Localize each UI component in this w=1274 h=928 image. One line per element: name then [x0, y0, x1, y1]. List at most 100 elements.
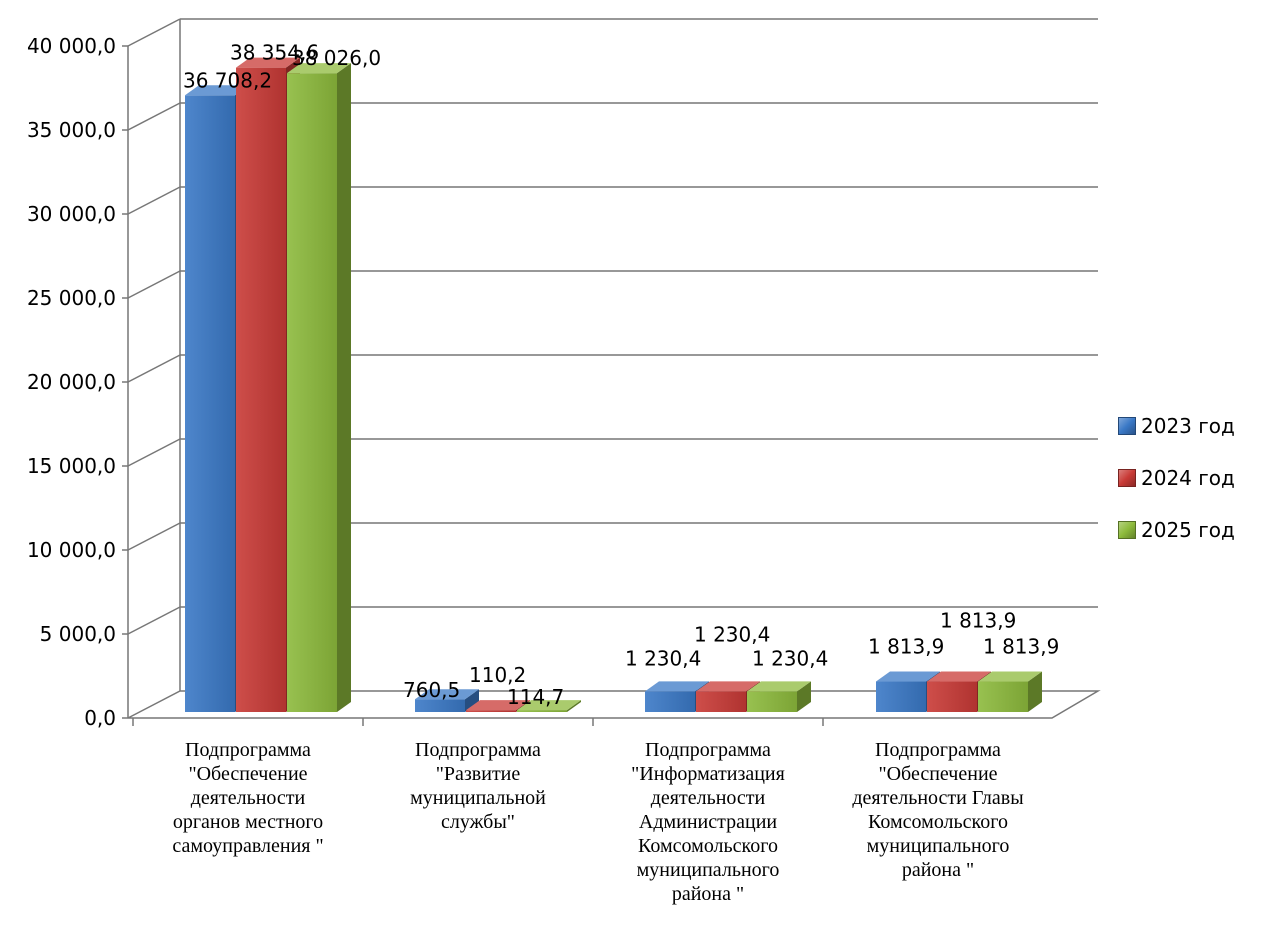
y-tick-label: 40 000,0 — [27, 34, 116, 58]
gridline-diagonal — [127, 438, 181, 467]
category-label: муниципальной — [410, 787, 546, 809]
y-tick-label: 20 000,0 — [27, 370, 116, 394]
bar-front — [517, 710, 567, 712]
category-label: Комсомольского — [638, 835, 778, 857]
bar-top — [696, 681, 760, 692]
category-label: "Обеспечение — [188, 763, 307, 785]
bar-front — [236, 67, 286, 713]
category-label: района " — [902, 859, 974, 881]
category-label: деятельности — [651, 787, 766, 809]
category-label: Подпрограмма — [415, 739, 541, 761]
bar-side — [567, 700, 581, 712]
bars — [185, 57, 1042, 713]
x-axis-categories: Подпрограмма"Обеспечениедеятельностиорга… — [172, 739, 1023, 905]
gridline-diagonal — [127, 18, 181, 47]
data-label: 110,2 — [469, 663, 526, 687]
floor — [127, 690, 1101, 719]
bar-front — [747, 691, 797, 712]
legend-item-2023: 2023 год — [1118, 400, 1235, 452]
data-label: 1 230,4 — [694, 622, 770, 646]
bar-top — [978, 671, 1042, 682]
legend-swatch-2024 — [1118, 469, 1136, 487]
bar-2025-1 — [287, 63, 351, 712]
legend-item-2025: 2025 год — [1118, 504, 1235, 556]
category-label: Администрации — [639, 811, 778, 833]
data-label: 1 813,9 — [868, 635, 944, 659]
category-label: органов местного — [173, 811, 323, 833]
legend-label-2023: 2023 год — [1141, 414, 1235, 438]
y-tick-label: 10 000,0 — [27, 538, 116, 562]
bar-top — [185, 85, 249, 96]
y-tick-label: 0,0 — [84, 706, 116, 730]
bar-front — [696, 691, 746, 712]
bar-top — [645, 681, 709, 692]
data-label: 1 230,4 — [752, 646, 828, 670]
bar-side — [797, 681, 811, 712]
y-axis-ticks: 0,0 5 000,0 10 000,0 15 000,0 20 000,0 25 000… — [27, 34, 116, 730]
category-label: муниципального — [637, 859, 780, 881]
bar-top — [415, 689, 479, 700]
bar-side — [465, 689, 479, 712]
data-label: 1 230,4 — [625, 646, 701, 670]
data-label: 38 026,0 — [292, 46, 381, 70]
axes — [122, 19, 824, 726]
category-label: муниципального — [867, 835, 1010, 857]
bar-front — [287, 73, 337, 712]
gridline-diagonal — [127, 186, 181, 215]
bar-top — [747, 681, 811, 692]
bar-2025-3 — [747, 681, 811, 712]
bar-front — [876, 681, 926, 712]
bar-front — [185, 95, 235, 712]
legend-label-2024: 2024 год — [1141, 466, 1235, 490]
data-label: 760,5 — [403, 678, 460, 702]
bar-front — [415, 699, 465, 712]
bar-top — [466, 700, 530, 711]
y-tick-label: 35 000,0 — [27, 118, 116, 142]
bar-side — [337, 63, 351, 712]
gridline-diagonal — [127, 102, 181, 131]
y-tick-label: 25 000,0 — [27, 286, 116, 310]
legend-swatch-2023 — [1118, 417, 1136, 435]
bar-front — [645, 691, 695, 712]
category-label: самоуправления " — [172, 835, 323, 857]
data-label: 38 354,6 — [230, 41, 319, 65]
bar-front — [927, 681, 977, 712]
bar-front — [466, 710, 516, 712]
category-label: Комсомольского — [868, 811, 1008, 833]
category-label: деятельности Главы — [852, 787, 1023, 809]
y-tick-label: 15 000,0 — [27, 454, 116, 478]
bar-top — [287, 63, 351, 74]
data-label: 1 813,9 — [940, 609, 1016, 633]
gridline-diagonal — [127, 354, 181, 383]
legend-swatch-2025 — [1118, 521, 1136, 539]
bar-side — [1028, 671, 1042, 712]
category-label: "Обеспечение — [878, 763, 997, 785]
data-label: 36 708,2 — [183, 68, 272, 92]
bar-top — [517, 700, 581, 711]
bar-2023-2 — [415, 689, 479, 712]
y-tick-label: 5 000,0 — [40, 622, 116, 646]
bar-2025-2 — [517, 700, 581, 712]
bar-front — [978, 681, 1028, 712]
category-label: Подпрограмма — [875, 739, 1001, 761]
data-label: 114,7 — [507, 685, 564, 709]
bar-top — [236, 57, 300, 68]
category-label: района " — [672, 883, 744, 905]
category-label: Подпрограмма — [645, 739, 771, 761]
legend-label-2025: 2025 год — [1141, 518, 1235, 542]
category-label: "Информатизация — [631, 763, 785, 785]
legend: 2023 год 2024 год 2025 год — [1118, 400, 1235, 556]
gridline-diagonal — [127, 606, 181, 635]
bar-top — [876, 671, 940, 682]
legend-item-2024: 2024 год — [1118, 452, 1235, 504]
category-label: деятельности — [191, 787, 306, 809]
gridline-diagonal — [127, 522, 181, 551]
y-tick-label: 30 000,0 — [27, 202, 116, 226]
gridline-diagonal — [127, 270, 181, 299]
category-label: "Развитие — [436, 763, 521, 785]
bar-top — [927, 671, 991, 682]
data-label: 1 813,9 — [983, 635, 1059, 659]
category-label: Подпрограмма — [185, 739, 311, 761]
